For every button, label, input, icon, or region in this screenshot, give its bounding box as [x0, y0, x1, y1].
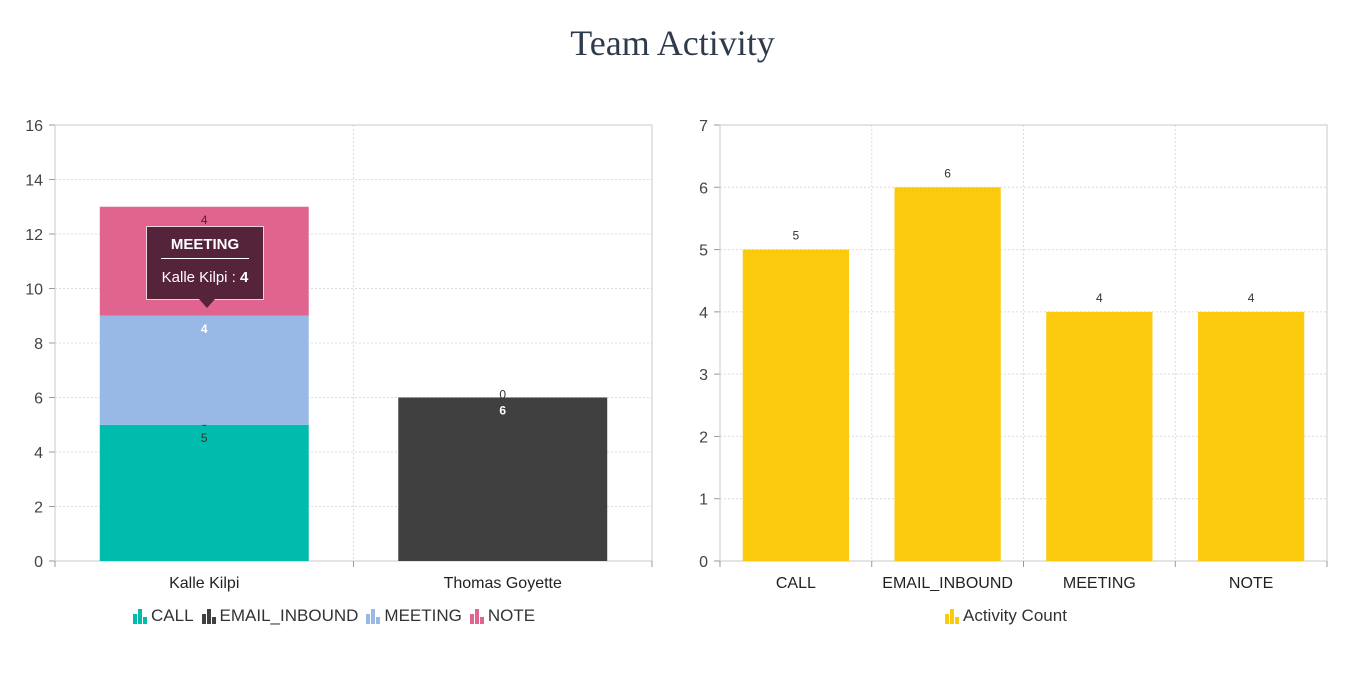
legend-label: EMAIL_INBOUND	[219, 606, 359, 625]
tooltip-body: Kalle Kilpi : 4	[147, 269, 263, 286]
legend-label: NOTE	[487, 606, 536, 625]
x-category-label: Kalle Kilpi	[169, 575, 239, 592]
page-title: Team Activity	[570, 23, 775, 63]
legend-label: CALL	[151, 606, 194, 625]
tooltip-arrow	[199, 299, 215, 308]
bar-meeting	[99, 315, 309, 425]
legend-item-meeting[interactable]: MEETING	[366, 606, 462, 626]
legend-item-email-inbound[interactable]: EMAIL_INBOUND	[201, 606, 359, 626]
bar-email-inbound	[398, 397, 608, 561]
bar-call	[99, 424, 309, 561]
bar-activity count	[894, 187, 1001, 562]
bar-chart-icon	[366, 608, 381, 624]
legend-item-activity count[interactable]: Activity Count	[945, 606, 1067, 626]
legend-item-note[interactable]: NOTE	[469, 606, 536, 626]
y-tick-label: 8	[34, 336, 43, 353]
bar-chart-icon	[133, 608, 148, 624]
y-tick-label: 3	[699, 367, 708, 384]
y-tick-label: 1	[699, 492, 708, 509]
legend-label: Activity Count	[963, 606, 1067, 625]
bar-chart-icon	[201, 608, 217, 624]
bar-activity count	[742, 249, 849, 562]
y-tick-label: 16	[25, 118, 43, 135]
data-label: 6	[499, 404, 506, 418]
y-tick-label: 14	[25, 173, 43, 190]
y-tick-label: 5	[699, 243, 708, 260]
bar-tooltip: MEETING Kalle Kilpi : 4	[146, 226, 264, 308]
data-label: 6	[944, 166, 951, 180]
team-activity-stacked-chart: 0 2 4 6 8 10 12 14 16 Kalle Kilpi Thomas Goyette 5 0…	[25, 118, 653, 592]
data-label: 4	[201, 322, 208, 336]
tooltip-divider	[161, 258, 249, 259]
tooltip-value: 4	[240, 269, 249, 286]
x-category-label: Thomas Goyette	[444, 575, 562, 592]
x-category-label: MEETING	[1063, 575, 1136, 592]
y-tick-label: 0	[34, 554, 43, 571]
chart1-legend: CALL EMAIL_INBOUND MEETING NOTE	[133, 606, 535, 626]
data-label: 5	[793, 229, 800, 243]
bar-activity count	[1046, 311, 1153, 561]
data-label: 4	[1096, 291, 1103, 305]
bar-activity count	[1198, 311, 1305, 561]
data-label: 0	[499, 388, 506, 402]
y-tick-label: 10	[25, 282, 43, 299]
legend-item-call[interactable]: CALL	[133, 606, 194, 626]
plot-border	[719, 124, 1328, 562]
tooltip-label: Kalle Kilpi :	[161, 269, 241, 286]
chart2-legend: Activity Count	[945, 606, 1067, 626]
y-tick-label: 7	[699, 118, 708, 135]
x-category-label: NOTE	[1229, 575, 1273, 592]
data-label: 4	[1248, 291, 1255, 305]
data-label: 5	[201, 431, 208, 445]
y-tick-label: 4	[699, 305, 708, 322]
y-tick-label: 12	[25, 227, 43, 244]
y-tick-label: 0	[699, 554, 708, 571]
y-tick-label: 2	[699, 429, 708, 446]
y-tick-label: 2	[34, 500, 43, 517]
x-category-label: EMAIL_INBOUND	[882, 575, 1013, 592]
y-tick-label: 6	[699, 180, 708, 197]
data-label: 4	[201, 213, 208, 227]
tooltip-title: MEETING	[170, 236, 240, 253]
legend-label: MEETING	[384, 606, 462, 625]
bar-chart-icon	[469, 608, 485, 624]
y-tick-label: 6	[34, 391, 43, 408]
bar-chart-icon	[945, 608, 960, 624]
y-tick-label: 4	[34, 445, 43, 462]
x-category-label: CALL	[776, 575, 816, 592]
